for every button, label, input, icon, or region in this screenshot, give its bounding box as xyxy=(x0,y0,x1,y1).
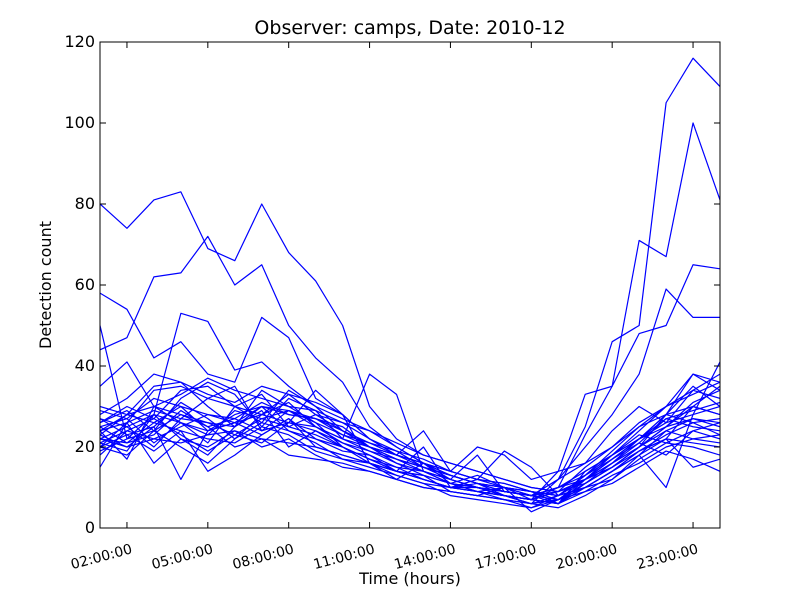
series-line-30 xyxy=(100,373,720,497)
x-axis-label: Time (hours) xyxy=(358,569,461,588)
y-axis-label: Detection count xyxy=(36,221,55,349)
series-line-25 xyxy=(100,409,720,501)
y-tick-label: 100 xyxy=(64,113,95,132)
series-line-10 xyxy=(100,361,720,480)
y-tick-label: 120 xyxy=(64,32,95,51)
series-layer xyxy=(100,57,720,513)
y-tick-label: 0 xyxy=(85,518,95,537)
series-line-28 xyxy=(100,401,720,501)
y-tick-label: 40 xyxy=(75,356,95,375)
y-tick-label: 80 xyxy=(75,194,95,213)
series-line-21 xyxy=(100,381,720,493)
chart-title: Observer: camps, Date: 2010-12 xyxy=(254,17,565,39)
series-line-9 xyxy=(100,288,720,497)
series-line-29 xyxy=(100,430,720,505)
y-tick-label: 60 xyxy=(75,275,95,294)
y-tick-label: 20 xyxy=(75,437,95,456)
